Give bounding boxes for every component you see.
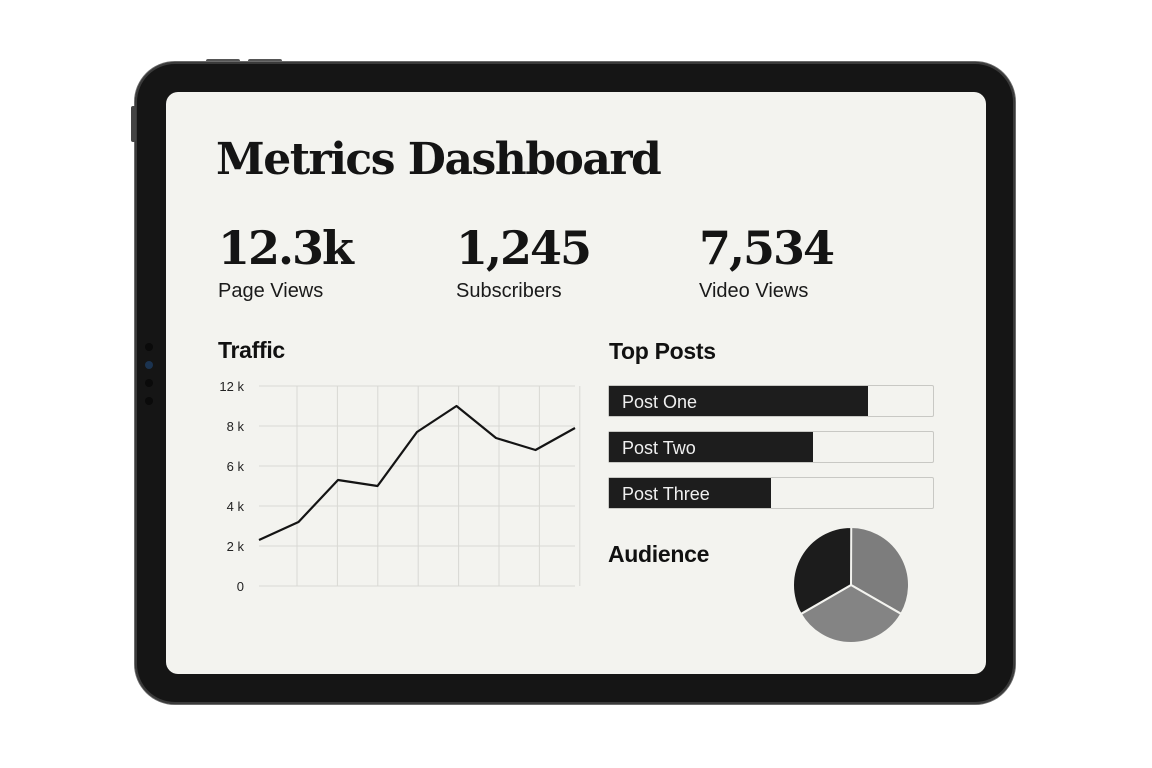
top-post-bar [609,432,814,462]
side-button [131,106,136,142]
volume-button [248,59,282,63]
page-title: Metrics Dashboard [216,134,662,185]
top-post-label: Post One [622,392,698,412]
kpi-label: Page Views [218,280,324,302]
dashboard-screen: Metrics Dashboard 12.3k Page Views 1,245… [166,92,986,674]
kpi-value: 7,534 [699,221,835,275]
sensor-dot [145,379,153,387]
top-post-bar [609,478,771,508]
audience-title: Audience [608,541,710,567]
kpi-page-views: 12.3k Page Views [218,221,354,303]
top-post-row[interactable]: Post Two [608,431,934,463]
kpi-value: 12.3k [218,221,354,275]
pie-slice [792,526,853,616]
y-tick-label: 6 k [227,459,245,474]
y-tick-label: 0 [237,579,244,594]
top-post-label: Post Two [622,438,696,458]
y-tick-label: 2 k [227,539,245,554]
traffic-line-chart: 0 2 k 4 k 6 k 8 k 12 k [219,379,581,594]
pie-slice [850,525,910,616]
top-post-row[interactable]: Post One [608,385,934,417]
y-tick-label: 12 k [219,379,244,394]
kpi-subscribers: 1,245 Subscribers [456,221,592,303]
kpi-value: 1,245 [456,221,592,275]
traffic-title: Traffic [218,337,285,363]
top-post-label: Post Three [622,484,710,504]
kpi-label: Subscribers [456,280,562,302]
sensor-dot [145,397,153,405]
top-posts-title: Top Posts [609,338,716,364]
top-post-bar [609,386,869,416]
y-tick-label: 8 k [227,419,245,434]
y-tick-label: 4 k [227,499,245,514]
kpi-label: Video Views [699,280,809,302]
traffic-series-line [258,404,576,542]
kpi-video-views: 7,534 Video Views [699,221,835,303]
pie-slice [799,583,903,644]
camera-sensors [145,343,153,415]
audience-pie-chart [792,525,910,644]
volume-button [206,59,240,63]
top-post-row[interactable]: Post Three [608,477,934,509]
camera-lens [145,361,153,369]
sensor-dot [145,343,153,351]
